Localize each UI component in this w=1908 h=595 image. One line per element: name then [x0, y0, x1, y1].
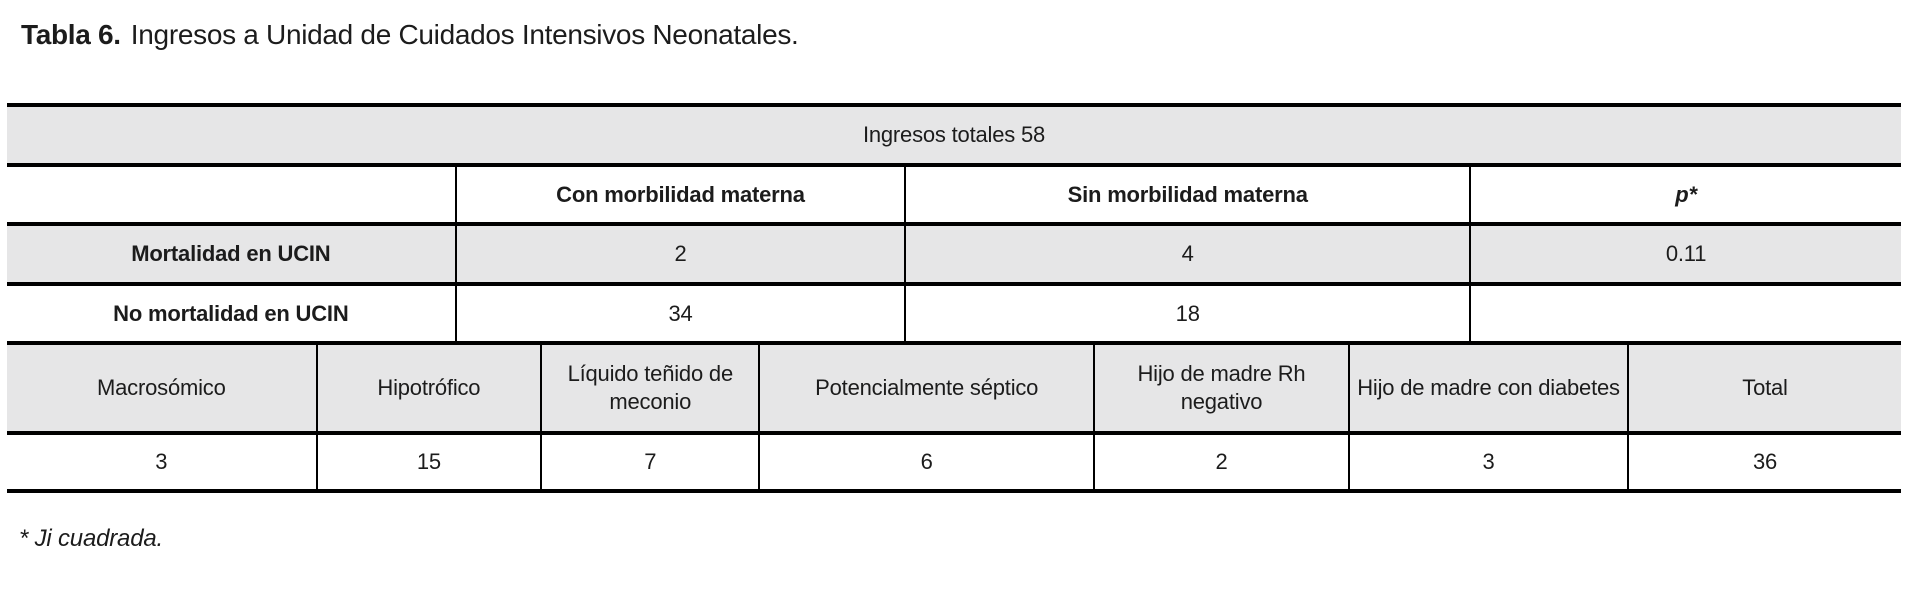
table-caption-number: Tabla 6. — [21, 19, 121, 50]
header-p-value: p* — [1470, 165, 1901, 226]
value-potencialmente-septico: 6 — [759, 433, 1095, 493]
header-macrosomico: Macrosómico — [7, 345, 318, 435]
value-hijo-madre-diabetes: 3 — [1349, 433, 1630, 493]
header-hijo-madre-diabetes: Hijo de madre con diabetes — [1349, 345, 1630, 435]
mortality-sin-cell: 4 — [905, 224, 1472, 286]
header-con-morbilidad: Con morbilidad materna — [455, 165, 907, 226]
empty-header-cell — [7, 165, 457, 226]
mortality-row: Mortalidad en UCIN 2 4 0.11 — [7, 224, 1901, 286]
header-total: Total — [1628, 345, 1901, 435]
mortality-p-cell: 0.11 — [1470, 224, 1901, 286]
header-hijo-madre-rh: Hijo de madre Rh negativo — [1093, 345, 1351, 435]
header-liquido-tenido: Líquido teñido de meconio — [541, 345, 761, 435]
total-admissions-row: Ingresos totales 58 — [7, 105, 1901, 167]
no-mortality-sin-cell: 18 — [905, 284, 1472, 345]
value-hijo-madre-rh: 2 — [1093, 433, 1351, 493]
table-caption-text: Ingresos a Unidad de Cuidados Intensivos… — [130, 19, 799, 50]
no-mortality-label-cell: No mortalidad en UCIN — [7, 284, 457, 345]
header-potencialmente-septico: Potencialmente séptico — [759, 345, 1095, 435]
no-mortality-con-cell: 34 — [455, 284, 907, 345]
mortality-label-cell: Mortalidad en UCIN — [7, 224, 457, 286]
value-total: 36 — [1628, 433, 1901, 493]
categories-header-row: Macrosómico Hipotrófico Líquido teñido d… — [7, 345, 1901, 435]
no-mortality-row: No mortalidad en UCIN 34 18 — [7, 284, 1901, 345]
morbidity-table: Ingresos totales 58 Con morbilidad mater… — [7, 103, 1901, 345]
categories-values-row: 3 15 7 6 2 3 36 — [7, 433, 1901, 493]
mortality-con-cell: 2 — [455, 224, 907, 286]
morbidity-header-row: Con morbilidad materna Sin morbilidad ma… — [7, 165, 1901, 226]
footnote: * Ji cuadrada. — [19, 525, 163, 552]
value-macrosomico: 3 — [7, 433, 318, 493]
table-container: Ingresos totales 58 Con morbilidad mater… — [7, 103, 1901, 493]
value-liquido-tenido: 7 — [541, 433, 761, 493]
header-hipotrofico: Hipotrófico — [316, 345, 543, 435]
header-sin-morbilidad: Sin morbilidad materna — [905, 165, 1472, 226]
no-mortality-p-cell — [1470, 284, 1901, 345]
table-caption: Tabla 6. Ingresos a Unidad de Cuidados In… — [21, 16, 1908, 54]
total-admissions-cell: Ingresos totales 58 — [7, 105, 1901, 167]
categories-table: Macrosómico Hipotrófico Líquido teñido d… — [7, 345, 1901, 493]
value-hipotrofico: 15 — [316, 433, 543, 493]
